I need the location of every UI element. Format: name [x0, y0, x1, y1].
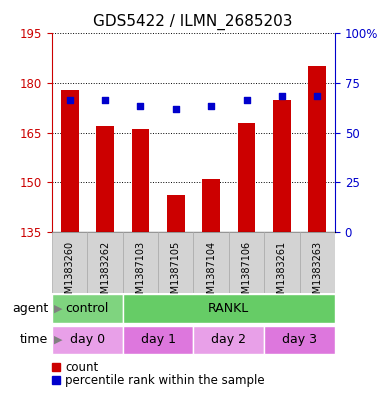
- Bar: [123, 232, 158, 293]
- Bar: [238, 123, 255, 232]
- Text: day 3: day 3: [282, 333, 317, 347]
- Bar: [229, 232, 264, 293]
- Bar: [202, 179, 220, 232]
- Bar: [167, 195, 185, 232]
- Point: [137, 103, 144, 109]
- Point: [208, 103, 214, 109]
- Text: ▶: ▶: [54, 303, 62, 314]
- Bar: [123, 294, 335, 323]
- Bar: [87, 232, 123, 293]
- Point: [67, 96, 73, 103]
- Point: [314, 93, 320, 99]
- Text: day 0: day 0: [70, 333, 105, 347]
- Text: GSM1383261: GSM1383261: [277, 241, 287, 306]
- Text: agent: agent: [12, 302, 48, 315]
- Point: [243, 96, 249, 103]
- Bar: [308, 66, 326, 232]
- Text: GSM1383260: GSM1383260: [65, 241, 75, 306]
- Bar: [273, 99, 291, 232]
- Bar: [158, 232, 193, 293]
- Point: [173, 107, 179, 113]
- Bar: [96, 126, 114, 232]
- Text: GSM1383263: GSM1383263: [312, 241, 322, 306]
- Bar: [264, 326, 335, 354]
- Bar: [52, 326, 123, 354]
- Bar: [52, 294, 123, 323]
- Bar: [264, 232, 300, 293]
- Bar: [52, 232, 87, 293]
- Text: GSM1387106: GSM1387106: [241, 241, 251, 306]
- Bar: [193, 326, 264, 354]
- Bar: [123, 326, 193, 354]
- Text: RANKL: RANKL: [208, 302, 249, 315]
- Text: time: time: [20, 333, 48, 347]
- Text: count: count: [65, 360, 99, 374]
- Point: [102, 96, 108, 103]
- Text: GSM1387104: GSM1387104: [206, 241, 216, 306]
- Bar: [300, 232, 335, 293]
- Text: day 2: day 2: [211, 333, 246, 347]
- Bar: [132, 129, 149, 232]
- Point: [279, 93, 285, 99]
- Text: GSM1387103: GSM1387103: [136, 241, 146, 306]
- Bar: [61, 90, 79, 232]
- Text: GDS5422 / ILMN_2685203: GDS5422 / ILMN_2685203: [93, 14, 292, 30]
- Bar: [193, 232, 229, 293]
- Text: percentile rank within the sample: percentile rank within the sample: [65, 373, 265, 387]
- Text: control: control: [66, 302, 109, 315]
- Text: GSM1383262: GSM1383262: [100, 241, 110, 306]
- Text: day 1: day 1: [141, 333, 176, 347]
- Text: ▶: ▶: [54, 335, 62, 345]
- Text: GSM1387105: GSM1387105: [171, 241, 181, 306]
